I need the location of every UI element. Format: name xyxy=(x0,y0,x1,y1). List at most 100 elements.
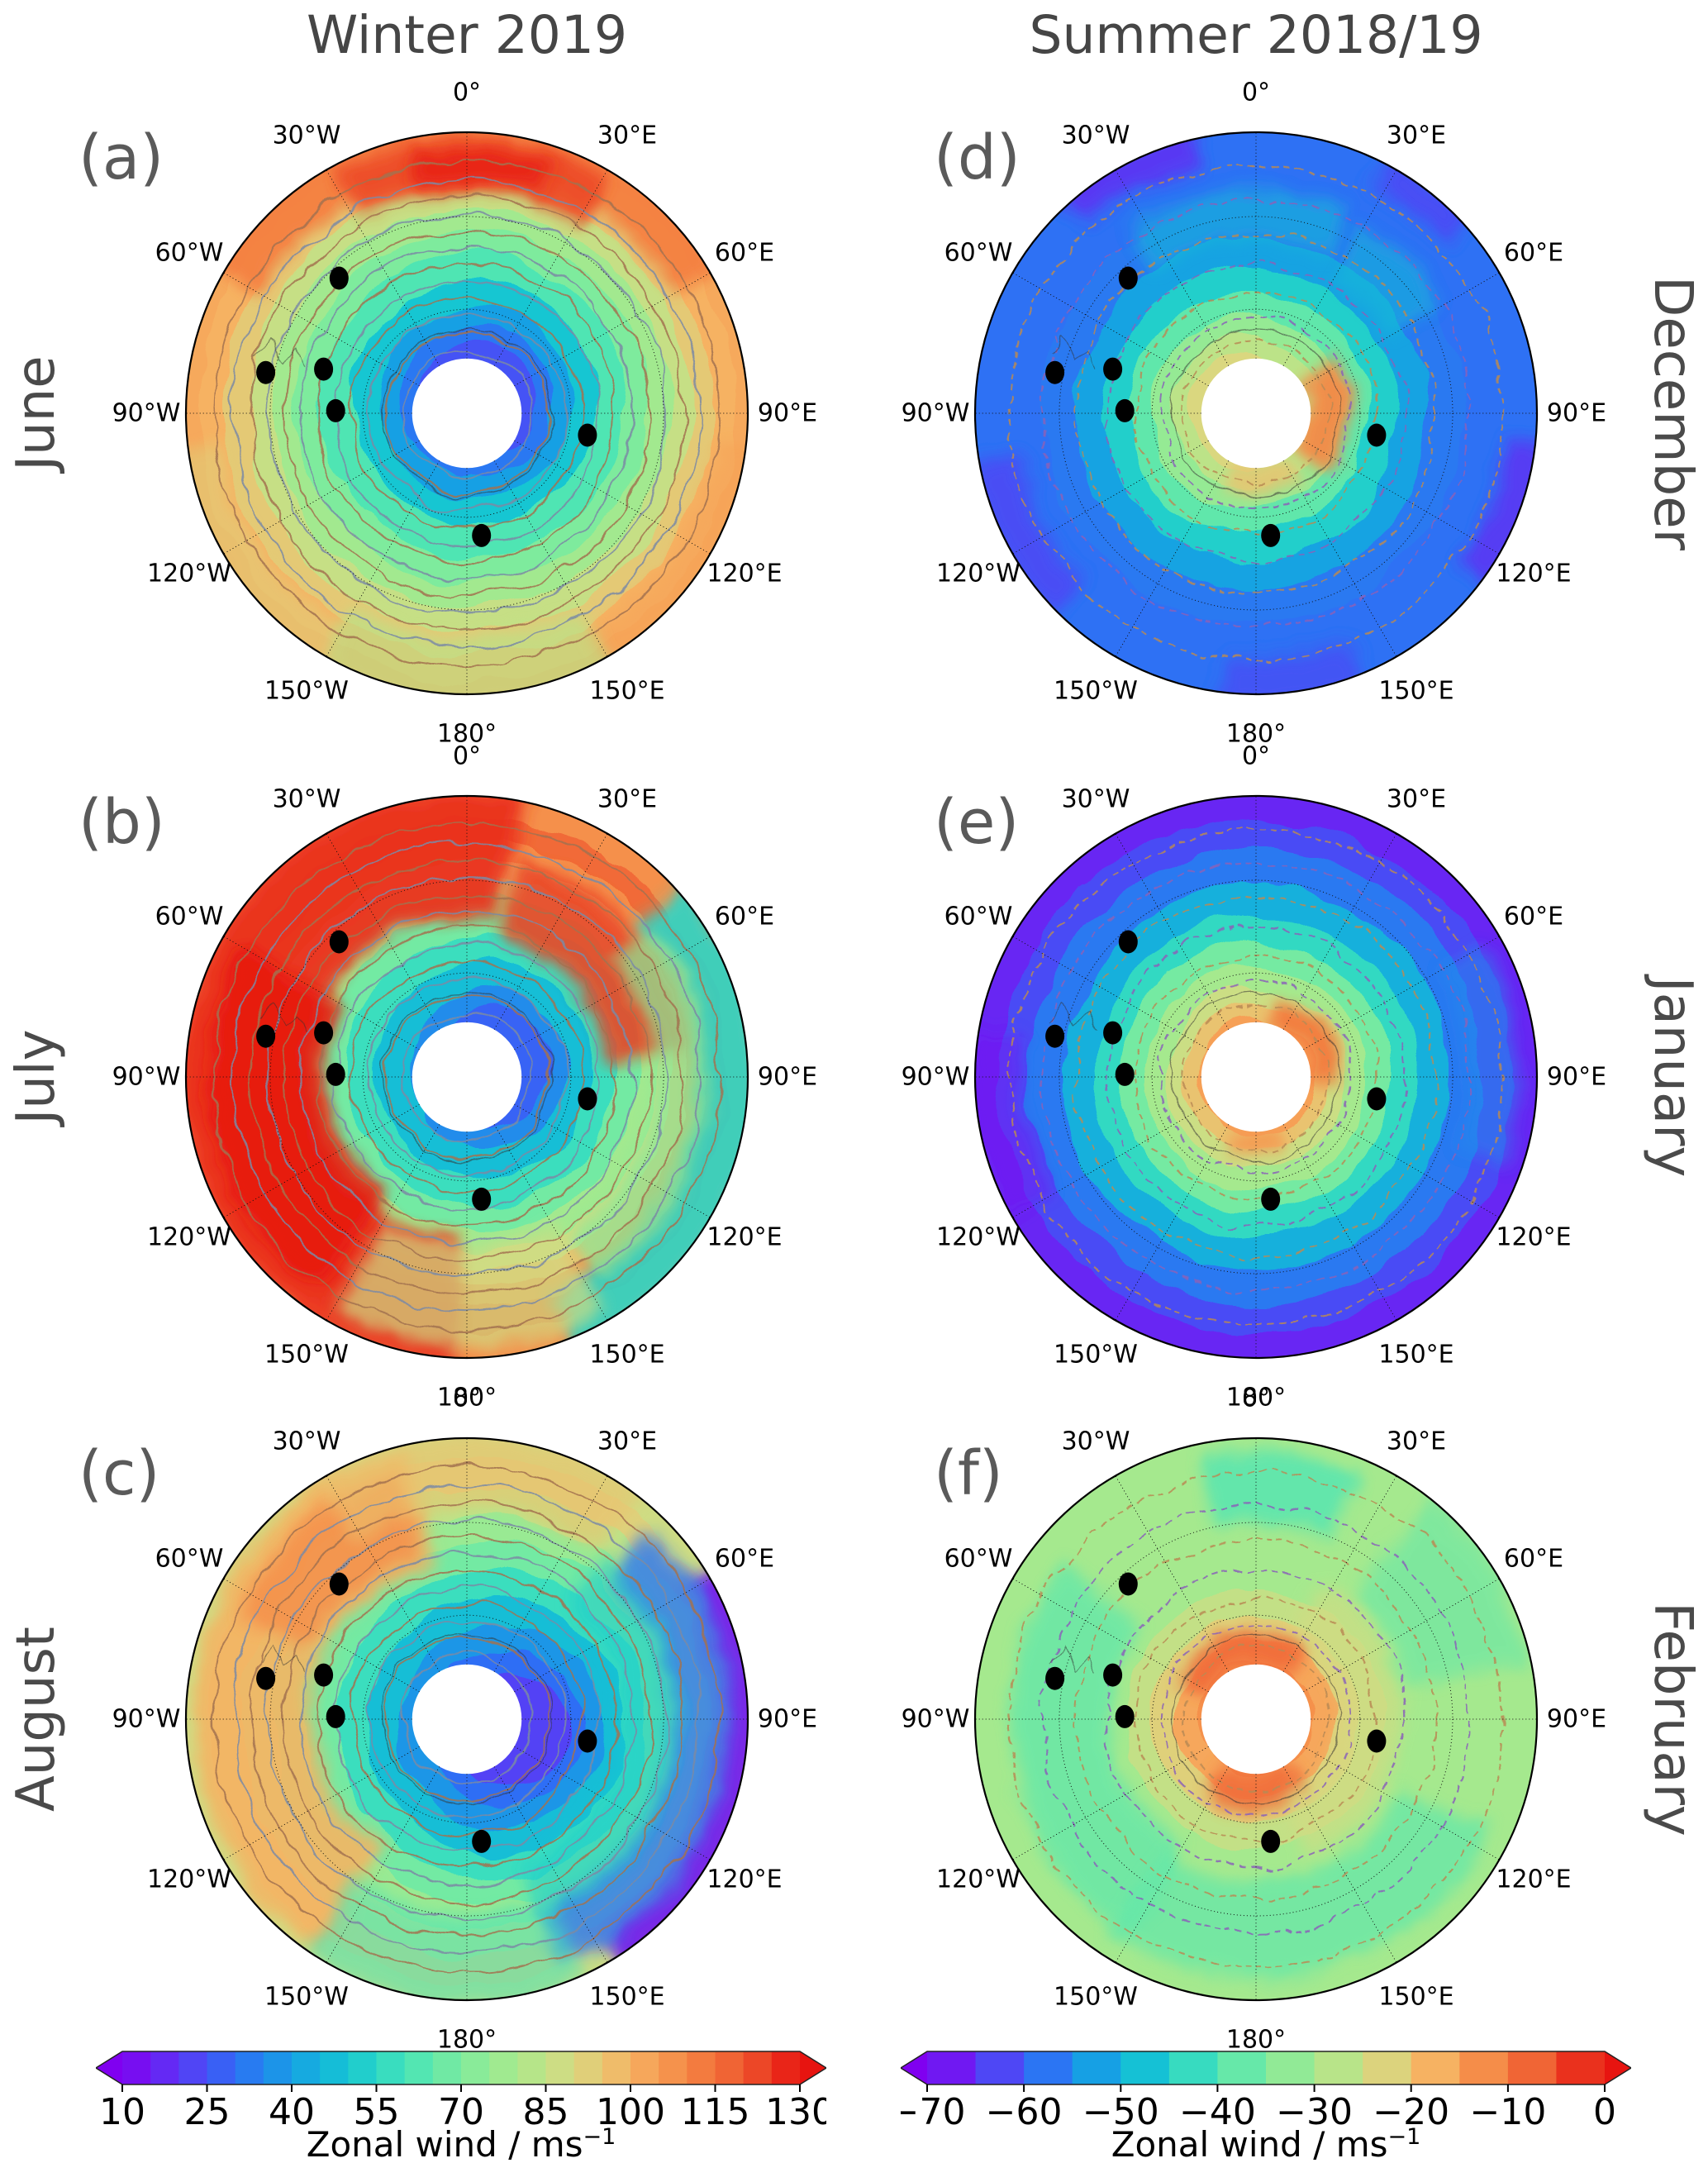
longitude-label: 120°W xyxy=(936,560,1021,588)
map-december: 0° 30°E 60°E 90°E 120°E 150°E 180° 150°W 120°W 90… xyxy=(902,79,1606,749)
station-dot xyxy=(326,1704,345,1728)
station-dot xyxy=(1045,1666,1065,1690)
station-dot xyxy=(578,1087,597,1111)
graticule xyxy=(975,796,1537,1358)
colorbar-tick: 100 xyxy=(596,2091,665,2131)
longitude-label: 180° xyxy=(1226,1384,1286,1413)
longitude-label: 30°E xyxy=(597,785,657,814)
colorbar-label-summer: Zonal wind / ms−1 xyxy=(1111,2124,1421,2163)
longitude-label: 60°W xyxy=(944,903,1013,931)
station-dot xyxy=(1045,1024,1065,1048)
longitude-label: 150°W xyxy=(264,677,349,706)
longitude-label: 60°W xyxy=(944,239,1013,268)
station-dot xyxy=(472,1187,492,1211)
colorbar-label-text: Zonal wind / ms xyxy=(1111,2124,1388,2163)
longitude-label: 150°E xyxy=(589,1983,664,2012)
colorbar-tick: 85 xyxy=(523,2091,569,2131)
station-dots xyxy=(256,930,597,1211)
map-outline xyxy=(184,794,749,1360)
station-dot xyxy=(578,1729,597,1753)
colorbar-tick: −60 xyxy=(986,2091,1063,2131)
longitude-label: 0° xyxy=(453,742,481,771)
longitude-label: 0° xyxy=(1242,79,1270,107)
longitude-label: 0° xyxy=(453,1384,481,1413)
longitude-label: 150°E xyxy=(1378,1983,1453,2012)
colorbar-tick: 40 xyxy=(269,2091,315,2131)
station-dot xyxy=(1118,930,1138,954)
colorbar-tick: −20 xyxy=(1373,2091,1449,2131)
station-dot xyxy=(329,266,349,290)
longitude-label: 120°E xyxy=(707,1865,782,1894)
station-dot xyxy=(1103,357,1123,381)
contour-lines xyxy=(213,823,721,1331)
panel-letter-f: (f) xyxy=(934,1438,1003,1509)
longitude-label: 30°W xyxy=(273,121,341,150)
column-title-summer: Summer 2018/19 xyxy=(1029,5,1483,65)
colorbar-label-text: Zonal wind / ms xyxy=(306,2124,583,2163)
longitude-label: 30°E xyxy=(1387,785,1446,814)
longitude-label: 90°E xyxy=(1547,1705,1606,1734)
colorbar-tick: 115 xyxy=(681,2091,750,2131)
longitude-label: 90°W xyxy=(112,1705,181,1734)
colorbar-tick: −70 xyxy=(901,2091,965,2131)
longitude-label: 120°E xyxy=(707,560,782,588)
longitude-label: 90°E xyxy=(758,399,817,428)
longitude-label: 150°W xyxy=(1054,677,1138,706)
map-january: 0° 30°E 60°E 90°E 120°E 150°E 180° 150°W 120°W 90… xyxy=(902,742,1606,1413)
longitude-label: 150°E xyxy=(1378,1341,1453,1370)
station-dots xyxy=(256,1572,597,1853)
longitude-labels: 0° 30°E 60°E 90°E 120°E 150°E 180° 150°W 120°W 90… xyxy=(112,1384,817,2055)
map-outline xyxy=(184,1436,749,2002)
longitude-label: 120°E xyxy=(1496,1865,1571,1894)
graticule xyxy=(975,1438,1537,2000)
station-dot xyxy=(1118,266,1138,290)
station-dot xyxy=(256,360,276,384)
longitude-label: 120°W xyxy=(147,1223,231,1252)
longitude-label: 30°W xyxy=(1062,785,1130,814)
colorbar-winter: 10 25 40 55 70 85 100 115 130 xyxy=(96,2051,826,2131)
row-label-december: December xyxy=(1642,276,1703,550)
row-label-july: July xyxy=(6,1029,67,1125)
row-label-june: June xyxy=(6,355,67,471)
station-dot xyxy=(1115,1704,1135,1728)
longitude-label: 0° xyxy=(453,79,481,107)
longitude-label: 60°E xyxy=(715,903,774,931)
station-dot xyxy=(314,1021,334,1045)
station-dot xyxy=(1261,1829,1281,1853)
station-dots xyxy=(1045,930,1387,1211)
longitude-label: 90°E xyxy=(1547,1063,1606,1092)
station-dot xyxy=(472,1829,492,1853)
station-dot xyxy=(472,523,492,547)
longitude-label: 90°W xyxy=(902,1705,970,1734)
longitude-label: 30°E xyxy=(1387,1427,1446,1456)
longitude-label: 30°W xyxy=(273,785,341,814)
pole-hole xyxy=(412,1664,522,1775)
longitude-label: 180° xyxy=(1226,2026,1286,2055)
station-dot xyxy=(314,1663,334,1687)
longitude-label: 30°E xyxy=(597,121,657,150)
panel-letter-d: (d) xyxy=(934,122,1021,193)
longitude-labels: 0° 30°E 60°E 90°E 120°E 150°E 180° 150°W 120°W 90… xyxy=(902,79,1606,749)
station-dot xyxy=(329,930,349,954)
map-july: 0° 30°E 60°E 90°E 120°E 150°E 180° 150°W 120°W 90… xyxy=(112,742,817,1413)
row-label-february: February xyxy=(1642,1602,1703,1837)
longitude-label: 120°E xyxy=(1496,1223,1571,1252)
colorbar-tick: 25 xyxy=(184,2091,231,2131)
longitude-label: 150°W xyxy=(1054,1341,1138,1370)
longitude-label: 150°E xyxy=(589,1341,664,1370)
longitude-label: 90°E xyxy=(758,1705,817,1734)
colorbar-tick: 70 xyxy=(438,2091,484,2131)
colorbar-label-sup: −1 xyxy=(583,2124,616,2150)
map-outline xyxy=(973,131,1539,696)
longitude-labels: 0° 30°E 60°E 90°E 120°E 150°E 180° 150°W 120°W 90… xyxy=(902,742,1606,1413)
longitude-label: 150°E xyxy=(589,677,664,706)
longitude-label: 0° xyxy=(1242,742,1270,771)
longitude-label: 60°W xyxy=(155,239,224,268)
colorbar-tick: 130 xyxy=(765,2091,826,2131)
station-dot xyxy=(1367,1087,1387,1111)
longitude-label: 180° xyxy=(437,1384,497,1413)
station-dot xyxy=(326,1062,345,1086)
longitude-label: 120°E xyxy=(1496,560,1571,588)
colorbar-tick: 55 xyxy=(354,2091,400,2131)
station-dot xyxy=(1118,1572,1138,1596)
